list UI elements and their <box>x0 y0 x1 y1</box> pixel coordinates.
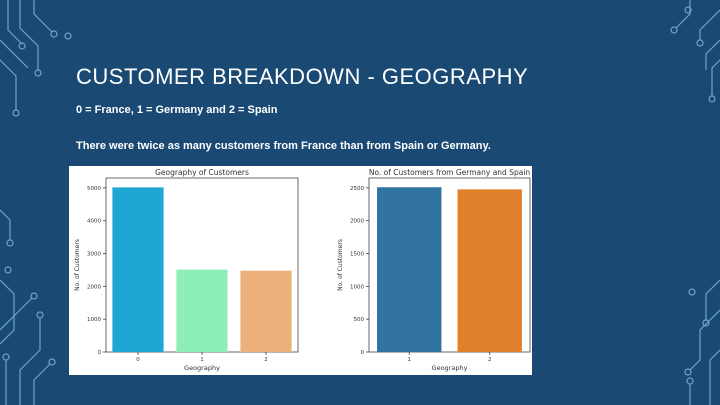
charts-svg: Geography of Customers 0 1000 2000 3000 4000 5… <box>74 168 531 372</box>
summary-text: There were twice as many customers from … <box>76 140 491 152</box>
y-tick-label: 500 <box>354 317 365 323</box>
y-tick-label: 2000 <box>87 284 101 290</box>
charts-image: Geography of Customers 0 1000 2000 3000 4000 5… <box>69 166 532 375</box>
y-tick-label: 2000 <box>350 219 364 225</box>
x-tick-label: 0 <box>136 357 140 363</box>
bar-1 <box>176 269 228 352</box>
x-axis-label: Geography <box>432 364 468 372</box>
y-tick-label: 5000 <box>87 186 101 192</box>
chart-title: No. of Customers from Germany and Spain <box>369 168 531 177</box>
bar-2 <box>240 270 292 352</box>
y-tick-label: 2500 <box>350 186 364 192</box>
x-axis-label: Geography <box>184 364 220 372</box>
bar-1 <box>377 187 442 352</box>
y-axis-label: No. of Customers <box>74 239 81 291</box>
y-tick-label: 0 <box>98 350 102 356</box>
y-tick-label: 3000 <box>87 252 101 258</box>
y-tick-label: 0 <box>361 350 365 356</box>
y-axis-label: No. of Customers <box>337 239 344 291</box>
y-tick-label: 1000 <box>350 284 364 290</box>
chart-title: Geography of Customers <box>155 168 249 177</box>
y-tick-label: 1000 <box>87 317 101 323</box>
y-tick-label: 1500 <box>350 252 364 258</box>
x-tick-label: 1 <box>408 357 412 363</box>
x-tick-label: 1 <box>200 357 204 363</box>
x-tick-label: 2 <box>488 357 492 363</box>
plot-frame <box>368 177 531 353</box>
x-tick-label: 2 <box>264 357 268 363</box>
encoding-note: 0 = France, 1 = Germany and 2 = Spain <box>76 104 278 116</box>
bar-2 <box>457 189 522 352</box>
slide-title: CUSTOMER BREAKDOWN - GEOGRAPHY <box>76 64 529 89</box>
bar-0 <box>112 187 164 352</box>
y-tick-label: 4000 <box>87 219 101 225</box>
